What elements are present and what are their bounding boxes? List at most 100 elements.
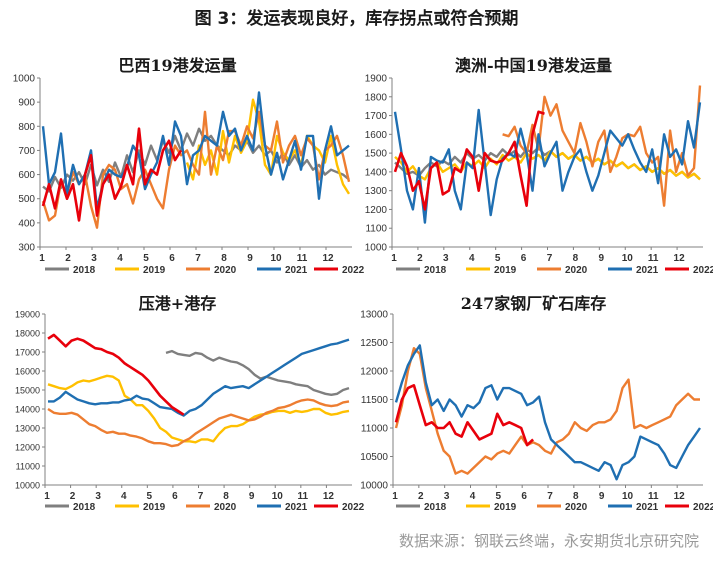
port-inventory-x-tick-label: 7 bbox=[198, 491, 204, 502]
port-inventory-x-tick-label: 5 bbox=[147, 491, 153, 502]
australia-series-2022 bbox=[393, 110, 545, 211]
australia-y-tick-label: 1400 bbox=[365, 167, 388, 178]
steel-mill-inventory-x-tick-label: 10 bbox=[622, 491, 634, 502]
steel-mill-inventory-series-2021 bbox=[394, 344, 701, 481]
steel-mill-inventory-x-tick-label: 5 bbox=[496, 491, 502, 502]
port-inventory-y-tick-label: 15000 bbox=[15, 386, 40, 396]
data-source-note: 数据来源：钢联云终端，永安期货北京研究院 bbox=[398, 532, 699, 550]
steel-mill-inventory-x-tick-label: 12 bbox=[674, 491, 686, 502]
port-inventory-y-tick-label: 18000 bbox=[15, 329, 40, 339]
brazil-x-tick-label: 10 bbox=[270, 253, 282, 264]
brazil-x-tick-label: 3 bbox=[91, 253, 97, 264]
australia-legend-label-2022: 2022 bbox=[693, 265, 713, 276]
port-inventory-legend-label-2022: 2022 bbox=[342, 502, 365, 513]
port-inventory-x-tick-label: 12 bbox=[323, 491, 335, 502]
panel-title-brazil: 巴西19港发运量 bbox=[118, 56, 237, 75]
port-inventory-series-2022 bbox=[47, 333, 185, 416]
australia-y-tick-label: 1800 bbox=[365, 92, 388, 103]
steel-mill-inventory-legend-label-2021: 2021 bbox=[636, 502, 659, 513]
port-inventory-y-tick-label: 16000 bbox=[15, 367, 40, 377]
steel-mill-inventory-series-2022 bbox=[394, 384, 534, 447]
steel-mill-inventory-y-tick-label: 11500 bbox=[361, 395, 389, 406]
panel-title-australia: 澳洲-中国19港发运量 bbox=[455, 56, 612, 75]
port-inventory-x-tick-label: 10 bbox=[272, 491, 284, 502]
brazil-x-tick-label: 5 bbox=[143, 253, 149, 264]
steel-mill-inventory-y-tick-label: 12000 bbox=[360, 367, 388, 378]
steel-mill-inventory-y-tick-label: 11000 bbox=[361, 424, 389, 435]
australia-x-tick-label: 8 bbox=[573, 253, 579, 264]
brazil-legend-label-2018: 2018 bbox=[73, 265, 96, 276]
australia-series-2021 bbox=[393, 102, 702, 224]
brazil-x-tick-label: 8 bbox=[221, 253, 227, 264]
port-inventory-legend-label-2018: 2018 bbox=[73, 502, 96, 513]
australia-x-tick-label: 3 bbox=[443, 253, 449, 264]
brazil-series-2020 bbox=[41, 110, 351, 229]
brazil-series-2022 bbox=[41, 127, 183, 222]
port-inventory-x-tick-label: 8 bbox=[223, 491, 229, 502]
port-inventory-series-2021 bbox=[48, 338, 350, 417]
steel-mill-inventory-legend-label-2018: 2018 bbox=[424, 502, 447, 513]
port-inventory-y-tick-label: 19000 bbox=[15, 310, 40, 320]
port-inventory-legend-label-2019: 2019 bbox=[143, 502, 166, 513]
port-inventory-x-tick-label: 1 bbox=[44, 491, 50, 502]
australia-y-tick-label: 1300 bbox=[365, 186, 388, 197]
port-inventory-y-tick-label: 10000 bbox=[15, 481, 40, 491]
australia-y-tick-label: 1900 bbox=[365, 74, 388, 85]
australia-x-tick-label: 11 bbox=[648, 253, 659, 264]
brazil-y-tick-label: 800 bbox=[18, 122, 35, 133]
australia-x-tick-label: 7 bbox=[547, 253, 553, 264]
brazil-legend-label-2022: 2022 bbox=[342, 265, 365, 276]
australia-y-tick-label: 1600 bbox=[365, 130, 388, 141]
australia-x-tick-label: 4 bbox=[469, 253, 475, 264]
brazil-x-tick-label: 2 bbox=[65, 253, 71, 264]
port-inventory-x-tick-label: 4 bbox=[121, 491, 127, 502]
steel-mill-inventory-legend-label-2022: 2022 bbox=[693, 502, 713, 513]
steel-mill-inventory-x-tick-label: 9 bbox=[599, 491, 605, 502]
brazil-y-tick-label: 700 bbox=[18, 146, 35, 157]
port-inventory-legend-label-2021: 2021 bbox=[285, 502, 308, 513]
port-inventory-y-tick-label: 11000 bbox=[16, 462, 40, 472]
brazil-x-tick-label: 7 bbox=[195, 253, 201, 264]
brazil-x-tick-label: 4 bbox=[117, 253, 123, 264]
steel-mill-inventory-x-tick-label: 6 bbox=[521, 491, 527, 502]
brazil-x-tick-label: 9 bbox=[247, 253, 253, 264]
brazil-x-tick-label: 11 bbox=[297, 253, 308, 264]
australia-x-tick-label: 5 bbox=[495, 253, 501, 264]
port-inventory-x-tick-label: 9 bbox=[249, 491, 255, 502]
steel-mill-inventory-x-tick-label: 2 bbox=[418, 491, 424, 502]
australia-x-tick-label: 12 bbox=[674, 253, 686, 264]
australia-y-tick-label: 1700 bbox=[365, 111, 388, 122]
australia-x-tick-label: 2 bbox=[417, 253, 423, 264]
brazil-x-tick-label: 12 bbox=[322, 253, 334, 264]
steel-mill-inventory-x-tick-label: 8 bbox=[573, 491, 579, 502]
steel-mill-inventory-y-tick-label: 10000 bbox=[360, 481, 388, 492]
port-inventory-y-tick-label: 17000 bbox=[15, 348, 40, 358]
steel-mill-inventory-x-tick-label: 4 bbox=[470, 491, 476, 502]
steel-mill-inventory-y-tick-label: 13000 bbox=[360, 310, 388, 321]
brazil-legend-label-2019: 2019 bbox=[143, 265, 166, 276]
australia-x-tick-label: 10 bbox=[622, 253, 634, 264]
steel-mill-inventory-x-tick-label: 11 bbox=[648, 491, 659, 502]
port-inventory-x-tick-label: 6 bbox=[172, 491, 178, 502]
steel-mill-inventory-legend-label-2020: 2020 bbox=[565, 502, 588, 513]
australia-legend-label-2020: 2020 bbox=[565, 265, 588, 276]
steel-mill-inventory-x-tick-label: 7 bbox=[547, 491, 553, 502]
australia-x-tick-label: 9 bbox=[599, 253, 605, 264]
port-inventory-series-2020 bbox=[47, 398, 350, 448]
brazil-x-tick-label: 6 bbox=[169, 253, 175, 264]
brazil-y-tick-label: 300 bbox=[18, 243, 35, 254]
port-inventory-legend-label-2020: 2020 bbox=[214, 502, 237, 513]
australia-series-2020 bbox=[502, 85, 702, 207]
australia-legend-label-2019: 2019 bbox=[494, 265, 517, 276]
figure-title: 图 3：发运表现良好，库存拐点或符合预期 bbox=[194, 9, 519, 29]
port-inventory-y-tick-label: 13000 bbox=[15, 424, 40, 434]
brazil-legend-label-2021: 2021 bbox=[285, 265, 308, 276]
australia-y-tick-label: 1100 bbox=[365, 224, 387, 235]
brazil-y-tick-label: 1000 bbox=[13, 74, 36, 85]
port-inventory-x-tick-label: 11 bbox=[298, 491, 309, 502]
panel-title-port-inventory: 压港+港存 bbox=[138, 294, 217, 313]
panel-title-steel-mill-inventory: 247家钢厂矿石库存 bbox=[460, 294, 607, 313]
steel-mill-inventory-series-2020 bbox=[394, 347, 700, 475]
brazil-x-tick-label: 1 bbox=[39, 253, 45, 264]
